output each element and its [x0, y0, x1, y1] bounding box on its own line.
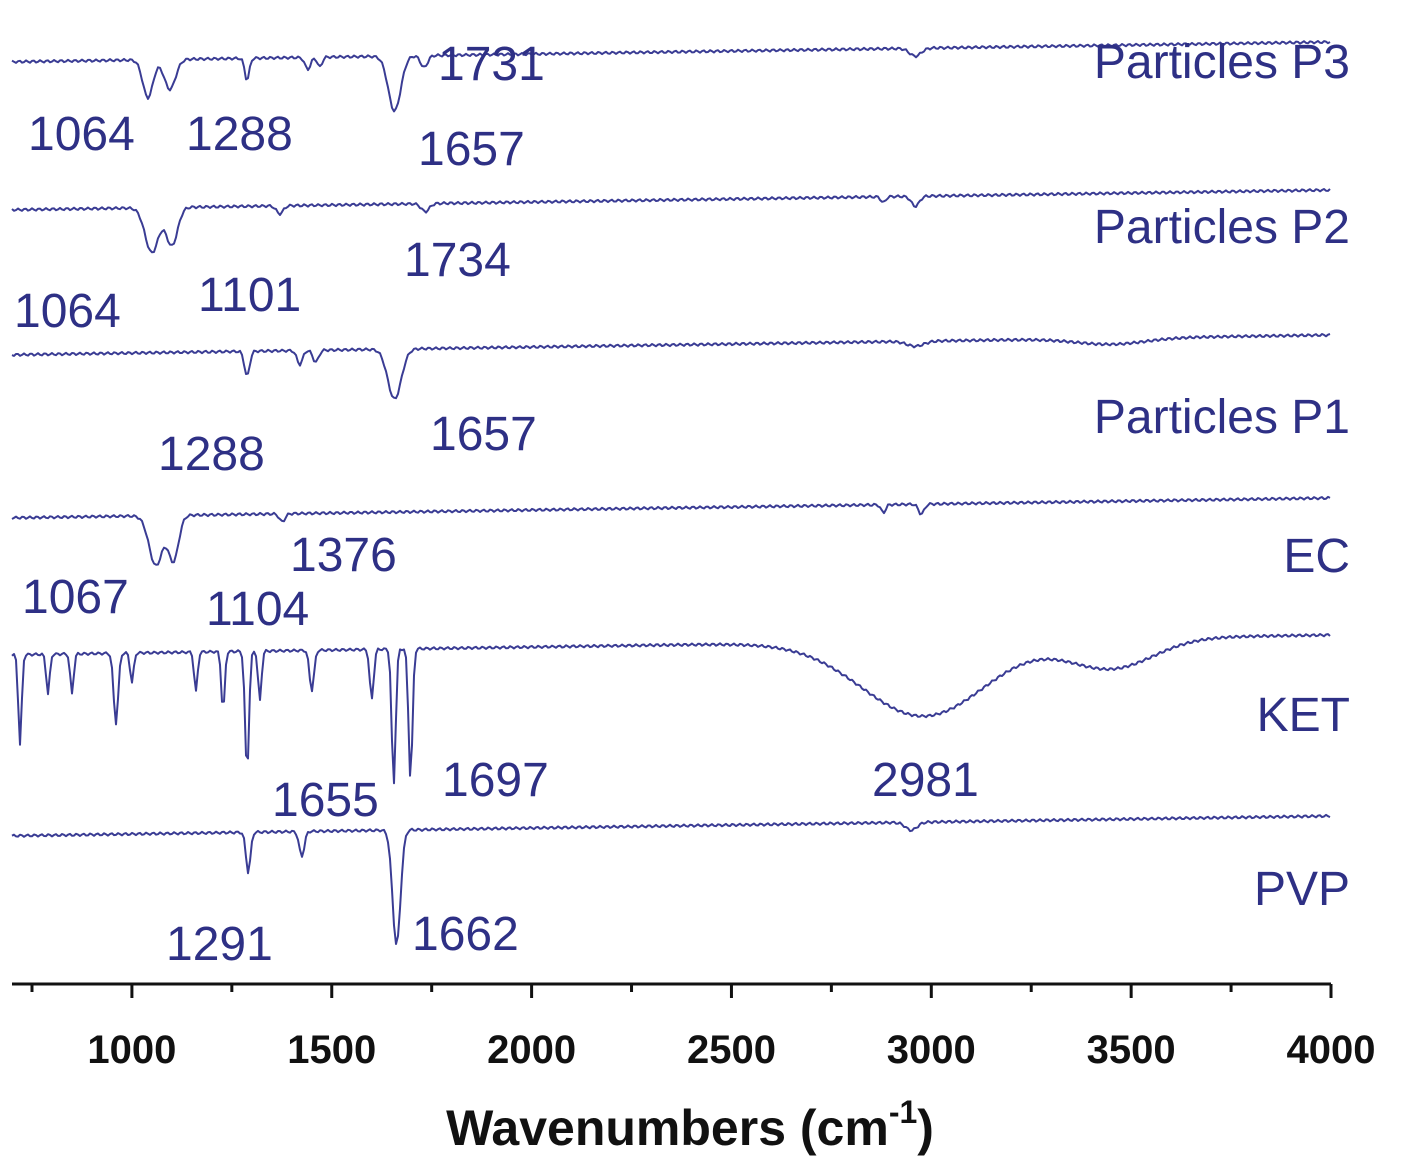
series-labels: Particles P3 Particles P2 Particles P1 EC KE…	[1094, 36, 1350, 916]
peak-label: 1104	[206, 583, 309, 636]
series-label: KET	[1257, 689, 1350, 742]
peak-labels: 1064 1288 1657 1731 1064 1101 1734 1288 1657 1067…	[14, 38, 979, 971]
peak-label: 1734	[404, 234, 511, 287]
series-label: Particles P2	[1094, 201, 1350, 254]
peak-label: 1288	[186, 108, 293, 161]
peak-label: 1101	[198, 269, 301, 322]
peak-label: 1697	[442, 754, 549, 807]
x-tick-label: 4000	[1287, 1028, 1376, 1072]
spectrum-trace	[11, 633, 1331, 785]
spectra-traces	[11, 40, 1331, 945]
spectrum-trace	[11, 188, 1331, 254]
x-tick-label: 1500	[287, 1028, 376, 1072]
peak-label: 1657	[418, 123, 525, 176]
peak-label: 1067	[22, 571, 129, 624]
x-tick-label: 3000	[887, 1028, 976, 1072]
spectrum-trace	[11, 40, 1331, 113]
spectrum-trace	[11, 333, 1331, 400]
peak-label: 1064	[28, 108, 135, 161]
x-tick-label: 3500	[1087, 1028, 1176, 1072]
x-axis-title: Wavenumbers (cm-1)	[446, 1094, 934, 1156]
spectrum-trace	[11, 813, 1331, 945]
peak-label: 1376	[290, 529, 397, 582]
x-tick-label: 1000	[87, 1028, 176, 1072]
spectrum-trace	[11, 495, 1331, 566]
peak-label: 1291	[166, 918, 273, 971]
peak-label: 1731	[438, 38, 545, 91]
x-axis-tick-labels: 1000 1500 2000 2500 3000 3500 4000	[87, 1028, 1375, 1072]
peak-label: 2981	[872, 754, 979, 807]
peak-label: 1288	[158, 428, 265, 481]
series-label: Particles P1	[1094, 391, 1350, 444]
peak-label: 1657	[430, 408, 537, 461]
x-axis-ticks	[30, 984, 1333, 998]
peak-label: 1655	[272, 774, 379, 827]
x-tick-label: 2500	[687, 1028, 776, 1072]
peak-label: 1662	[412, 908, 519, 961]
series-label: Particles P3	[1094, 36, 1350, 89]
x-tick-label: 2000	[487, 1028, 576, 1072]
x-axis: 1000 1500 2000 2500 3000 3500 4000	[12, 982, 1375, 1072]
series-label: EC	[1283, 530, 1350, 583]
peak-label: 1064	[14, 285, 121, 338]
series-label: PVP	[1254, 863, 1350, 916]
